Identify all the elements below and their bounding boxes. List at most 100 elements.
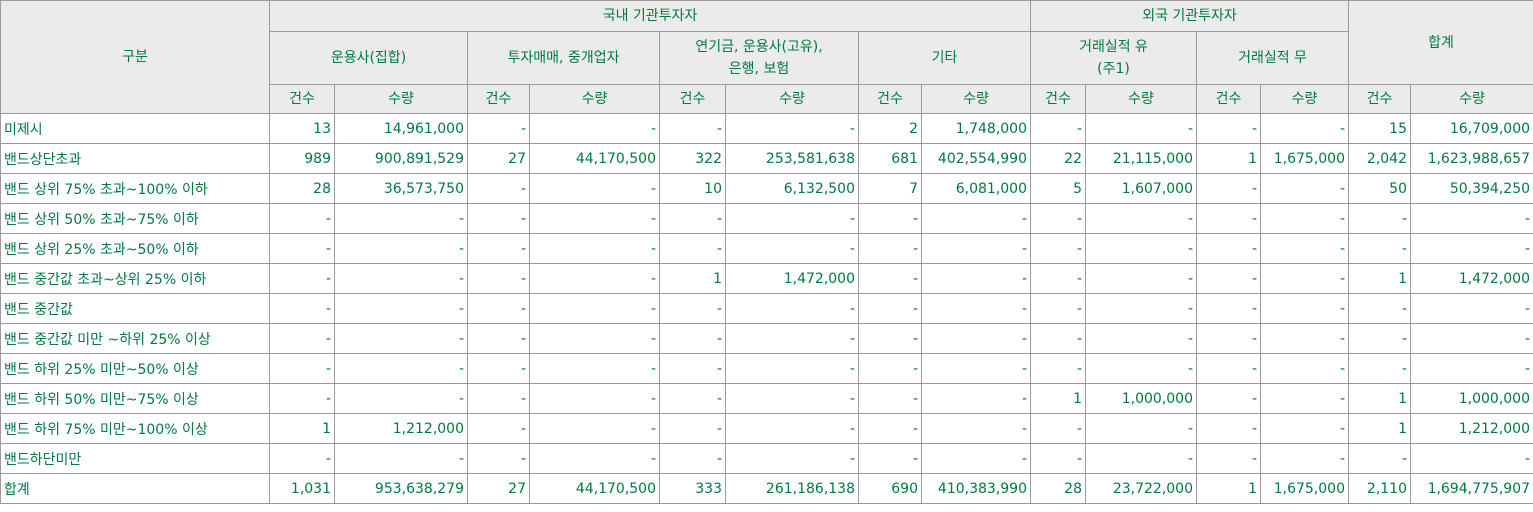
quantity-cell: - <box>334 323 468 354</box>
count-cell: - <box>1196 353 1261 384</box>
row-label: 밴드상단초과 <box>0 143 270 174</box>
row-label: 미제시 <box>0 113 270 144</box>
domestic-investor-header: 국내 기관투자자 <box>269 0 1031 32</box>
row-label: 밴드 상위 75% 초과~100% 이하 <box>0 173 270 204</box>
quantity-cell: - <box>1085 443 1197 474</box>
quantity-cell: - <box>334 443 468 474</box>
count-cell: 22 <box>1030 143 1086 174</box>
quantity-cell: 1,748,000 <box>921 113 1031 144</box>
quantity-cell: - <box>1260 293 1349 324</box>
foreign-investor-header: 외국 기관투자자 <box>1030 0 1349 32</box>
group-header: 거래실적 무 <box>1196 31 1349 85</box>
table-row: 밴드 중간값 초과~상위 25% 이하 - - - -1 1,472,000- - - - - -1… <box>0 263 1533 294</box>
count-cell: - <box>1030 353 1086 384</box>
count-cell: 1 <box>659 263 726 294</box>
count-cell: - <box>858 293 922 324</box>
count-column-header: 건수 <box>467 84 530 114</box>
quantity-cell: 1,212,000 <box>334 413 468 444</box>
quantity-cell: - <box>1409 293 1533 324</box>
quantity-cell: - <box>1260 113 1349 144</box>
group-header: 기타 <box>858 31 1031 85</box>
count-cell: - <box>1196 263 1261 294</box>
count-cell: - <box>269 443 335 474</box>
quantity-cell: 23,722,000 <box>1085 473 1197 504</box>
quantity-column-header: 수량 <box>1260 84 1349 114</box>
row-label: 밴드 중간값 <box>0 293 270 324</box>
count-cell: - <box>659 113 726 144</box>
quantity-cell: - <box>1260 233 1349 264</box>
count-cell: - <box>1348 353 1411 384</box>
count-cell: - <box>1030 263 1086 294</box>
quantity-column-header: 수량 <box>725 84 859 114</box>
quantity-cell: - <box>921 203 1031 234</box>
quantity-cell: - <box>529 383 660 414</box>
quantity-cell: - <box>334 203 468 234</box>
quantity-cell: - <box>921 323 1031 354</box>
count-cell: 15 <box>1348 113 1411 144</box>
total-header: 합계 <box>1347 0 1533 85</box>
count-cell: - <box>858 353 922 384</box>
quantity-cell: 1,472,000 <box>1409 263 1533 294</box>
quantity-cell: 14,961,000 <box>334 113 468 144</box>
count-cell: - <box>467 233 530 264</box>
quantity-cell: - <box>921 443 1031 474</box>
quantity-cell: - <box>529 113 660 144</box>
quantity-cell: 1,000,000 <box>1409 383 1533 414</box>
count-cell: - <box>858 203 922 234</box>
quantity-cell: - <box>725 233 859 264</box>
count-cell: - <box>269 293 335 324</box>
quantity-cell: - <box>529 353 660 384</box>
quantity-column-header: 수량 <box>334 84 468 114</box>
count-cell: - <box>467 443 530 474</box>
subheader-row: 건수 수량 건수 수량 건수 수량 건수 수량 건수 수량 건수 수량 건수 수량 <box>1 84 1533 114</box>
quantity-cell: - <box>725 383 859 414</box>
count-cell: 1 <box>1030 383 1086 414</box>
count-column-header: 건수 <box>1196 84 1261 114</box>
count-cell: - <box>1030 323 1086 354</box>
count-cell: - <box>1348 323 1411 354</box>
count-cell: 1 <box>1348 413 1411 444</box>
count-cell: - <box>858 383 922 414</box>
quantity-cell: - <box>725 443 859 474</box>
count-cell: 989 <box>269 143 335 174</box>
quantity-cell: - <box>1409 353 1533 384</box>
quantity-cell: - <box>921 353 1031 384</box>
quantity-cell: 410,383,990 <box>921 473 1031 504</box>
quantity-cell: - <box>1260 173 1349 204</box>
count-cell: - <box>269 383 335 414</box>
count-cell: - <box>659 203 726 234</box>
count-cell: 7 <box>858 173 922 204</box>
quantity-cell: - <box>529 293 660 324</box>
count-cell: - <box>269 323 335 354</box>
count-cell: - <box>1348 203 1411 234</box>
quantity-cell: - <box>1260 353 1349 384</box>
count-cell: 2,110 <box>1348 473 1411 504</box>
count-cell: - <box>659 353 726 384</box>
row-label: 밴드 중간값 미만 ~하위 25% 이상 <box>0 323 270 354</box>
count-cell: 1 <box>1348 383 1411 414</box>
table-row: 밴드 상위 50% 초과~75% 이하 - - - - - - - - - - - - - - <box>0 203 1533 234</box>
quantity-cell: 6,132,500 <box>725 173 859 204</box>
quantity-cell: - <box>529 263 660 294</box>
quantity-cell: - <box>1085 113 1197 144</box>
group-header: 운용사(집합) <box>269 31 468 85</box>
count-cell: - <box>467 413 530 444</box>
quantity-cell: - <box>725 323 859 354</box>
quantity-cell: - <box>1260 383 1349 414</box>
table-row: 밴드하단미만 - - - - - - - - - - - - - - <box>0 443 1533 474</box>
row-label: 밴드하단미만 <box>0 443 270 474</box>
group-header: 거래실적 유 (주1) <box>1030 31 1197 85</box>
count-cell: - <box>467 113 530 144</box>
quantity-column-header: 수량 <box>921 84 1031 114</box>
count-cell: - <box>659 233 726 264</box>
table-row: 미제시 13 14,961,000- - - -2 1,748,000- - - -15 16,70… <box>0 113 1533 144</box>
quantity-cell: - <box>529 203 660 234</box>
quantity-cell: 253,581,638 <box>725 143 859 174</box>
quantity-cell: 261,186,138 <box>725 473 859 504</box>
quantity-cell: - <box>1409 323 1533 354</box>
quantity-cell: 1,694,775,907 <box>1409 473 1533 504</box>
quantity-cell: - <box>334 263 468 294</box>
quantity-cell: - <box>1260 203 1349 234</box>
quantity-cell: - <box>1085 203 1197 234</box>
